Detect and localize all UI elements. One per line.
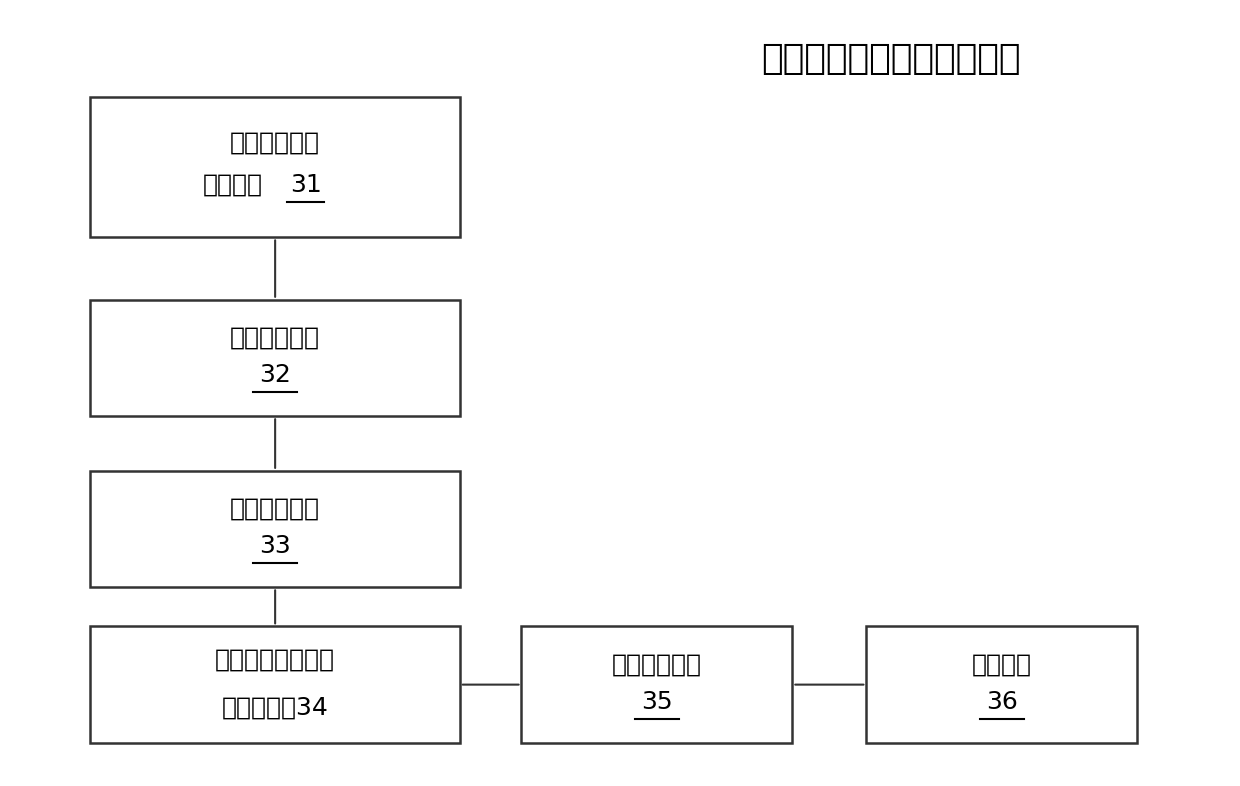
Text: 接触面提取和: 接触面提取和	[231, 130, 320, 155]
FancyBboxPatch shape	[91, 626, 460, 743]
FancyBboxPatch shape	[91, 97, 460, 237]
FancyBboxPatch shape	[867, 626, 1137, 743]
Text: 架生成模块34: 架生成模块34	[222, 696, 329, 720]
Text: 适用于船舶胎架的设计系统: 适用于船舶胎架的设计系统	[761, 42, 1021, 75]
Text: 模型生成模块: 模型生成模块	[613, 652, 702, 677]
Text: 31: 31	[290, 173, 322, 196]
FancyBboxPatch shape	[91, 471, 460, 587]
Text: 36: 36	[986, 690, 1018, 714]
FancyBboxPatch shape	[522, 626, 792, 743]
Text: 33: 33	[259, 534, 291, 558]
Text: 35: 35	[641, 690, 673, 714]
FancyBboxPatch shape	[91, 299, 460, 417]
Text: 地面生成模块: 地面生成模块	[231, 497, 320, 521]
Text: 支柱胎架和模板胎: 支柱胎架和模板胎	[215, 648, 335, 672]
Text: 角点提取模块: 角点提取模块	[231, 325, 320, 350]
Text: 32: 32	[259, 363, 291, 387]
Text: 发布模块: 发布模块	[972, 652, 1032, 677]
Text: 缝合模块: 缝合模块	[203, 173, 263, 196]
